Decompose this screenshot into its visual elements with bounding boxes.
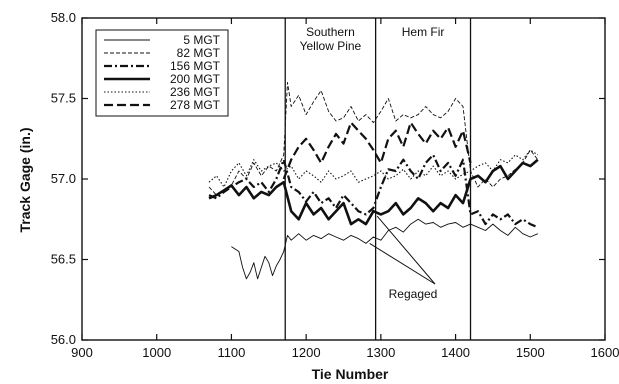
region-label: Hem Fir: [402, 25, 445, 39]
y-tick-label: 57.0: [51, 171, 76, 186]
annotations: Regaged: [369, 215, 438, 301]
axis-ticks: 900 1000 1100 1200 1300 1400 1500 1600 56.0 56.5 5…: [51, 10, 619, 360]
annotation-pointer: [369, 242, 436, 285]
legend-label: 5 MGT: [183, 33, 220, 47]
series-line-82-mgt: [208, 81, 539, 196]
x-tick-label: 1200: [292, 345, 321, 360]
series-line-236-mgt: [208, 149, 539, 188]
legend-label: 236 MGT: [170, 85, 221, 99]
x-tick-label: 1100: [217, 345, 245, 360]
y-tick-label: 56.0: [51, 332, 76, 347]
legend-label: 156 MGT: [170, 59, 221, 73]
region-label: Southern: [306, 25, 355, 39]
x-tick-label: 1600: [591, 345, 619, 360]
x-axis-title: Tie Number: [312, 366, 389, 382]
legend-box: [95, 29, 229, 117]
x-tick-label: 1400: [441, 345, 470, 360]
y-axis-title: Track Gage (in.): [17, 127, 33, 232]
series-line-278-mgt: [282, 121, 472, 180]
series-line-156-mgt: [208, 153, 539, 229]
y-tick-label: 57.5: [51, 91, 76, 106]
y-tick-label: 58.0: [51, 10, 76, 25]
x-tick-label: 900: [71, 345, 93, 360]
region-label: Yellow Pine: [300, 39, 362, 53]
legend-label: 278 MGT: [170, 98, 221, 112]
annotation-regaged: Regaged: [389, 287, 438, 301]
annotation-pointer: [376, 215, 436, 285]
series-line-200-mgt: [208, 158, 539, 226]
legend-label: 82 MGT: [177, 46, 221, 60]
y-tick-label: 56.5: [51, 252, 76, 267]
series-line-5-mgt: [231, 218, 538, 280]
x-tick-label: 1500: [516, 345, 545, 360]
legend-label: 200 MGT: [170, 72, 221, 86]
series-lines: [208, 81, 539, 280]
x-tick-label: 1000: [142, 345, 171, 360]
x-tick-label: 1300: [366, 345, 395, 360]
